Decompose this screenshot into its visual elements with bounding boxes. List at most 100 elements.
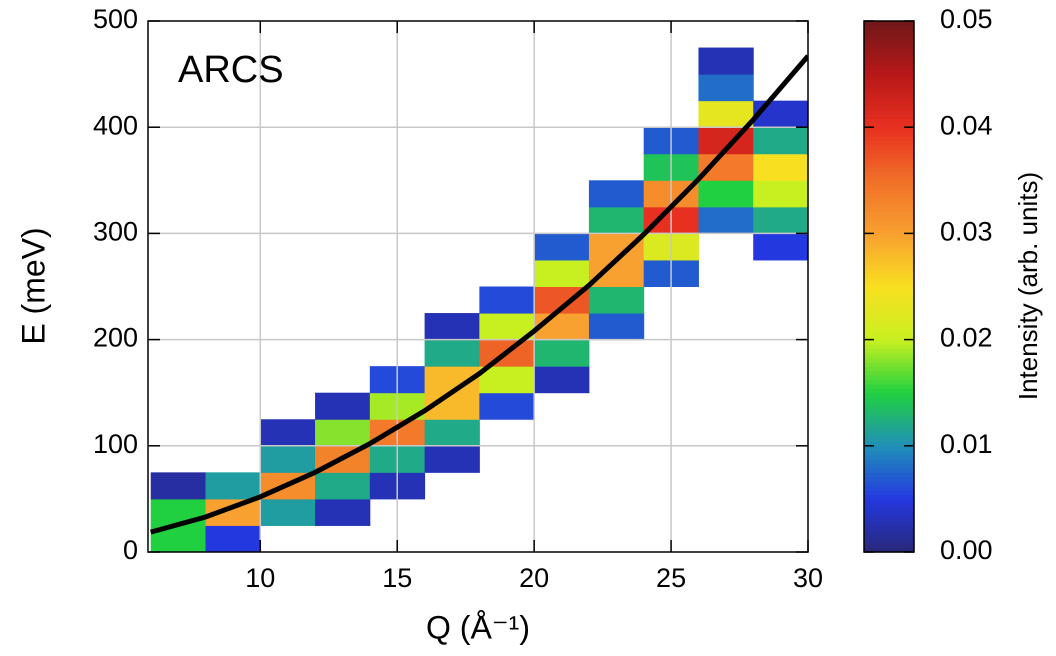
colorbar-step [864,308,914,314]
colorbar-step [864,228,914,234]
colorbar-step [864,198,914,204]
colorbar-step [864,392,914,398]
annotation: ARCS [178,49,284,91]
x-tick-label: 10 [245,563,275,593]
x-tick-label: 15 [382,563,412,593]
colorbar-step [864,69,914,75]
heatmap-cell [260,498,316,526]
colorbar-step [864,375,914,381]
colorbar-step [864,432,914,438]
colorbar-step [864,224,914,230]
colorbar-step [864,131,914,137]
colorbar-step [864,74,914,80]
colorbar-step [864,463,914,469]
colorbar-title: Intensity (arb. units) [1013,172,1043,400]
y-axis-title: E (meV) [15,227,51,344]
y-tick-label: 400 [93,110,138,140]
colorbar-step [864,273,914,279]
colorbar-step [864,498,914,504]
colorbar-frame [863,20,915,553]
colorbar-step [864,215,914,221]
colorbar-tick-label: 0.05 [940,4,993,34]
colorbar-step [864,383,914,389]
colorbar-step [864,326,914,332]
colorbar-step [864,344,914,350]
y-tick-label: 100 [93,429,138,459]
heatmap-cell [753,233,808,261]
heatmap-cell [424,419,480,447]
heatmap-cell [479,392,535,420]
colorbar-step [864,189,914,195]
heatmap-cell [753,180,808,208]
heatmap-cell [534,259,590,287]
colorbar-step [864,467,914,473]
colorbar-step [864,149,914,155]
heatmap-cell [753,153,808,181]
colorbar-step [864,321,914,327]
colorbar-step [864,423,914,429]
colorbar-step [864,330,914,336]
colorbar-step [864,51,914,57]
colorbar-step [864,503,914,509]
heatmap-cell [315,392,371,420]
colorbar-step [864,56,914,62]
heatmap-cell [698,206,754,234]
colorbar-tick-label: 0.03 [940,217,993,247]
y-tick-label: 300 [93,217,138,247]
colorbar-step [864,171,914,177]
colorbar-step [864,140,914,146]
heatmap-cell [698,180,754,208]
colorbar-step [864,34,914,40]
heatmap-cell [315,498,371,526]
colorbar-step [864,87,914,93]
y-tick-label: 0 [123,535,138,565]
heatmap-cell [260,419,316,447]
colorbar-step [864,78,914,84]
colorbar-step [864,459,914,465]
colorbar-step [864,47,914,53]
colorbar-step [864,277,914,283]
heatmap-cell [534,233,590,261]
x-axis-title: Q (Å⁻¹) [426,609,530,645]
heatmap-cell [588,259,645,287]
colorbar-step [864,490,914,496]
colorbar-step [864,454,914,460]
plot-frame [147,20,809,553]
colorbar-step [864,441,914,447]
colorbar-step [864,397,914,403]
colorbar-step [864,361,914,367]
colorbar-step [864,538,914,544]
colorbar-step [864,339,914,345]
colorbar-step [864,233,914,239]
colorbar-step [864,237,914,243]
colorbar-step [864,118,914,124]
heatmap-cell [753,206,808,234]
colorbar-step [864,405,914,411]
heatmap-cell [588,233,645,261]
x-tick-label: 25 [656,563,686,593]
colorbar-step [864,419,914,425]
colorbar-step [864,450,914,456]
heatmap-cell [698,47,754,75]
colorbar-step [864,184,914,190]
x-tick-label: 20 [519,563,549,593]
colorbar-step [864,436,914,442]
heatmap-cell [753,100,808,128]
colorbar-step [864,547,914,553]
colorbar-step [864,193,914,199]
colorbar-step [864,414,914,420]
colorbar-tick-label: 0.04 [940,110,993,140]
colorbar-step [864,529,914,535]
colorbar-step [864,352,914,358]
colorbar-step [864,109,914,115]
heatmap [150,47,808,552]
y-tick-label: 500 [93,4,138,34]
colorbar-step [864,60,914,66]
colorbar-step [864,543,914,549]
colorbar-step [864,100,914,106]
colorbar-step [864,534,914,540]
colorbar-step [864,162,914,168]
colorbar-step [864,255,914,261]
heatmap-cell [150,472,207,500]
colorbar-step [864,401,914,407]
